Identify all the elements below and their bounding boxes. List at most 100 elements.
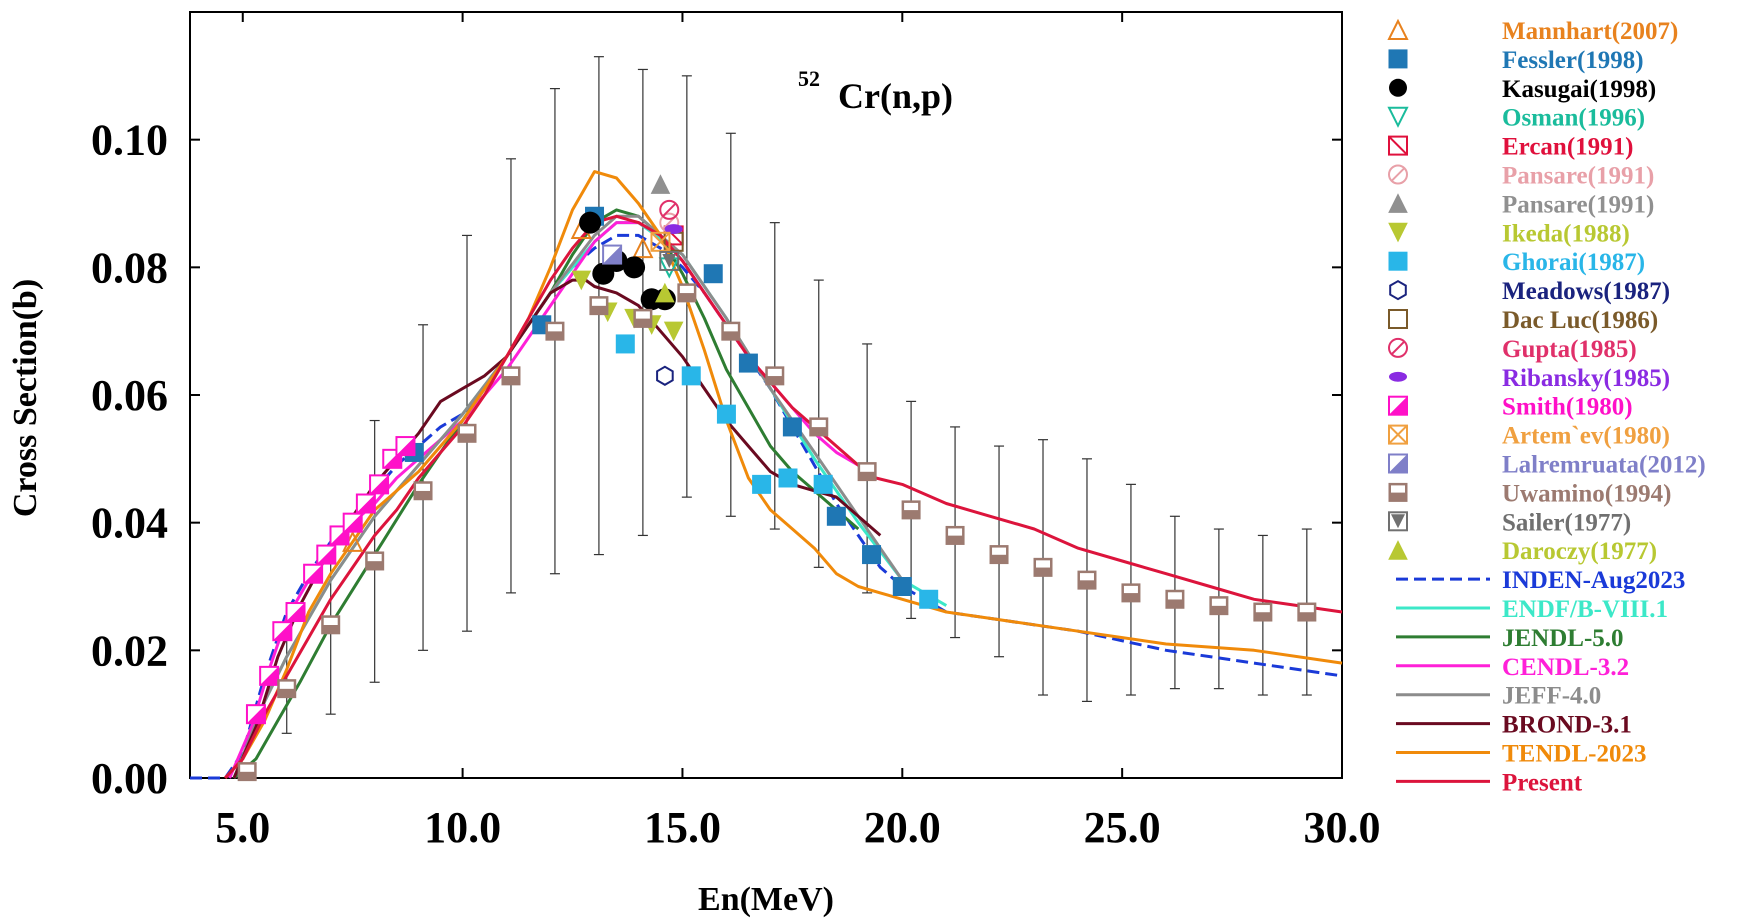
point-daroczy-1977 [655, 282, 675, 303]
point-mannhart-2007 [632, 236, 654, 259]
legend-label: ENDF/B-VIII.1 [1502, 596, 1668, 623]
y-axis-title: Cross Section(b) [7, 279, 44, 517]
legend-label: BROND-3.1 [1502, 712, 1632, 739]
y-tick-label: 0.00 [91, 754, 168, 803]
legend-swatch [1389, 78, 1407, 97]
reaction-annotation: 52 Cr(n,p) [798, 66, 953, 116]
legend-item: JEFF-4.0 [1396, 683, 1601, 710]
point-uwamino-1994 [365, 551, 385, 571]
point-fessler-1998 [738, 353, 758, 373]
legend-item: Pansare(1991) [1388, 163, 1654, 190]
point-ghorai-1987 [681, 366, 701, 386]
legend-swatch [1389, 371, 1407, 382]
legend-swatch [1388, 540, 1408, 560]
point-artem-ev-1980 [650, 231, 671, 252]
legend-swatch [1388, 251, 1408, 271]
point-uwamino-1994 [633, 308, 653, 328]
x-tick-label: 20.0 [864, 803, 941, 852]
point-fessler-1998 [782, 417, 802, 437]
legend-label: INDEN-Aug2023 [1502, 567, 1685, 594]
point-meadows-1987 [656, 365, 674, 386]
point-uwamino-1994 [677, 283, 697, 303]
curve-cendl-3-2 [228, 221, 877, 779]
point-smith-1980 [369, 474, 390, 495]
legend-swatch [1388, 164, 1408, 185]
point-ikeda-1988 [663, 321, 684, 342]
legend-label: JENDL-5.0 [1502, 625, 1624, 652]
point-fessler-1998 [862, 545, 882, 565]
legend-item: Artem`ev(1980) [1388, 423, 1670, 450]
point-ghorai-1987 [919, 589, 939, 609]
legend-label: JEFF-4.0 [1502, 683, 1601, 710]
x-tick-label: 5.0 [215, 803, 270, 852]
y-tick-label: 0.10 [91, 116, 168, 165]
point-uwamino-1994 [1297, 602, 1317, 622]
legend-swatch [1387, 106, 1409, 128]
point-uwamino-1994 [321, 615, 341, 635]
point-smith-1980 [285, 602, 306, 623]
legend-item: Gupta(1985) [1388, 336, 1637, 363]
legend-swatch [1388, 395, 1408, 416]
legend-swatch [1388, 222, 1408, 243]
legend-label: Artem`ev(1980) [1502, 423, 1670, 450]
legend-swatch [1389, 279, 1407, 301]
point-uwamino-1994 [501, 366, 521, 386]
legend-item: Ikeda(1988) [1388, 220, 1630, 247]
point-uwamino-1994 [277, 679, 297, 699]
point-smith-1980 [355, 493, 376, 514]
point-ikeda-1988 [571, 270, 592, 291]
point-smith-1980 [342, 512, 363, 533]
point-fessler-1998 [826, 506, 846, 526]
legend-label: TENDL-2023 [1502, 741, 1646, 768]
x-tick-label: 15.0 [644, 803, 721, 852]
legend-label: Osman(1996) [1502, 105, 1645, 132]
point-uwamino-1994 [457, 423, 477, 443]
legend-item: Ghorai(1987) [1388, 249, 1645, 276]
legend-label: Ercan(1991) [1502, 134, 1633, 161]
point-uwamino-1994 [901, 500, 921, 520]
point-fessler-1998 [892, 577, 912, 596]
legend-item: TENDL-2023 [1396, 741, 1646, 768]
y-tick-label: 0.08 [91, 243, 168, 292]
point-smith-1980 [272, 621, 293, 642]
legend-label: CENDL-3.2 [1502, 654, 1629, 681]
point-uwamino-1994 [413, 481, 433, 501]
legend-label: Ikeda(1988) [1502, 220, 1630, 247]
legend-item: Daroczy(1977) [1388, 538, 1657, 565]
point-uwamino-1994 [721, 321, 741, 341]
x-tick-label: 30.0 [1304, 803, 1381, 852]
point-ghorai-1987 [615, 334, 635, 354]
legend-swatch [1388, 309, 1408, 329]
point-uwamino-1994 [237, 762, 257, 782]
point-sailer-1977 [659, 250, 680, 271]
legend-item: Uwamino(1994) [1388, 480, 1671, 507]
point-smith-1980 [316, 544, 337, 565]
legend-swatch [1387, 18, 1409, 40]
x-tick-label: 25.0 [1084, 803, 1161, 852]
axis-ticks [190, 12, 1343, 779]
evaluation-curves [190, 170, 1343, 780]
curve-tendl-2023 [224, 170, 1343, 780]
legend-label: Gupta(1985) [1502, 336, 1637, 363]
point-uwamino-1994 [1033, 557, 1053, 577]
point-uwamino-1994 [857, 462, 877, 482]
legend-item: Sailer(1977) [1388, 509, 1631, 536]
legend-item: Ercan(1991) [1388, 134, 1633, 161]
point-uwamino-1994 [1121, 583, 1141, 603]
point-smith-1980 [395, 436, 416, 457]
legend-swatch [1388, 135, 1408, 156]
point-ghorai-1987 [752, 474, 772, 494]
legend-label: Pansare(1991) [1502, 191, 1654, 218]
x-axis-title: En(MeV) [698, 881, 834, 918]
legend-item: Pansare(1991) [1388, 191, 1654, 218]
point-uwamino-1994 [1077, 570, 1097, 590]
legend-swatch [1388, 482, 1408, 502]
legend-label: Ribansky(1985) [1502, 365, 1670, 392]
legend-item: Fessler(1998) [1388, 47, 1644, 74]
point-smith-1980 [245, 704, 266, 725]
legend-label: Present [1502, 769, 1583, 796]
legend-label: Mannhart(2007) [1502, 18, 1678, 45]
x-tick-labels: 5.0 10.0 15.0 20.0 25.0 30.0 [215, 803, 1380, 852]
legend-label: Meadows(1987) [1502, 278, 1670, 305]
legend-item: Ribansky(1985) [1389, 365, 1670, 392]
